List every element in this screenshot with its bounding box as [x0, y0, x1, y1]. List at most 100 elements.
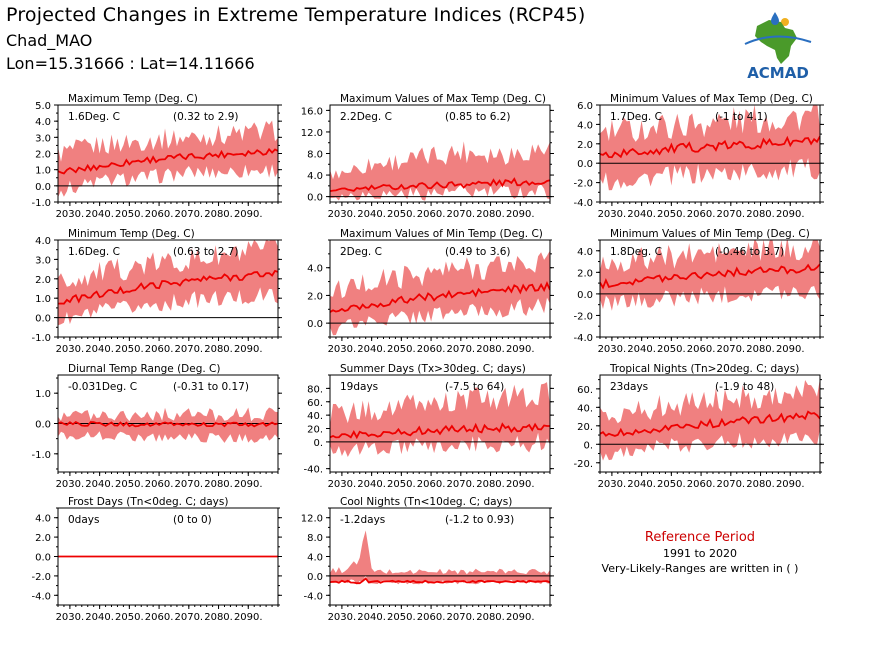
plot-frame	[599, 239, 821, 338]
x-tick-label: 2070.	[446, 209, 475, 220]
chart-panel-10: -4.0 0.0 4.0 8.0 12.0 2030. 2040. 2050. 2060. 207…	[301, 496, 554, 623]
x-tick-label: 2090.	[234, 209, 263, 220]
x-tick-label: 2040.	[357, 612, 386, 623]
x-tick-label: 2090.	[506, 209, 535, 220]
very-likely-range-label: (0.63 to 2.7)	[173, 246, 239, 258]
chart-panel-8: -20. 0. 20. 40. 60. 2030. 2040. 2050. 2060. 2070.…	[573, 363, 824, 490]
x-tick-label: 2040.	[85, 209, 114, 220]
y-tick-label: 1.0	[35, 166, 51, 177]
x-tick-label: 2030.	[56, 612, 85, 623]
x-tick-label: 2050.	[115, 479, 144, 490]
median-change-line	[330, 280, 550, 313]
x-tick-label: 2090.	[776, 344, 805, 355]
y-tick-label: 2.0	[307, 291, 323, 302]
acmad-logo: ACMAD	[744, 12, 812, 82]
x-tick-label: 2080.	[476, 612, 505, 623]
x-tick-label: 2050.	[657, 209, 686, 220]
very-likely-range-label: (-0.31 to 0.17)	[173, 381, 249, 393]
chart-title: Maximum Temp (Deg. C)	[68, 93, 198, 105]
plot-frame	[329, 239, 551, 338]
chart-title: Minimum Temp (Deg. C)	[68, 228, 195, 240]
y-tick-label: 60.	[307, 398, 323, 409]
y-tick-label: 2.0	[35, 533, 51, 544]
x-tick-label: 2050.	[115, 612, 144, 623]
x-tick-label: 2080.	[204, 344, 233, 355]
reference-period-years: 1991 to 2020	[662, 547, 738, 560]
very-likely-range-label: (-1.2 to 0.93)	[445, 514, 514, 526]
very-likely-range-band	[330, 141, 550, 201]
page-title: Projected Changes in Extreme Temperature…	[6, 4, 586, 26]
station-coordinates: Lon=15.31666 : Lat=14.11666	[6, 54, 255, 73]
x-tick-label: 2040.	[85, 479, 114, 490]
x-tick-label: 2070.	[174, 612, 203, 623]
x-tick-label: 2030.	[598, 344, 627, 355]
chart-panel-5: -4.0 -2.0 0.0 2.0 4.0 2030. 2040. 2050. 2060. 207…	[573, 228, 824, 355]
africa-map-logo-icon	[744, 12, 812, 64]
y-tick-label: -1.0	[31, 450, 51, 461]
x-tick-label: 2090.	[234, 479, 263, 490]
x-tick-label: 2060.	[687, 479, 716, 490]
x-tick-label: 2040.	[85, 612, 114, 623]
y-tick-label: -2.0	[573, 311, 593, 322]
chart-panel-9: -4.0 -2.0 0.0 2.0 4.0 2030. 2040. 2050. 2060. 207…	[31, 496, 282, 623]
y-tick-label: 6.0	[577, 101, 593, 112]
x-tick-label: 2070.	[174, 209, 203, 220]
y-tick-label: 0.	[583, 440, 593, 451]
x-tick-label: 2050.	[387, 344, 416, 355]
y-tick-label: -4.0	[573, 333, 593, 344]
x-tick-label: 2040.	[627, 479, 656, 490]
median-change-line	[330, 177, 550, 192]
x-tick-label: 2060.	[417, 209, 446, 220]
y-tick-label: 16.0	[301, 106, 323, 117]
median-change-line	[330, 577, 550, 585]
y-tick-label: 0.0	[307, 319, 323, 330]
x-tick-label: 2070.	[716, 479, 745, 490]
y-tick-label: -2.0	[31, 572, 51, 583]
x-tick-label: 2060.	[145, 612, 174, 623]
y-tick-label: 3.0	[35, 255, 51, 266]
chart-title: Minimum Values of Min Temp (Deg. C)	[610, 228, 810, 240]
y-tick-label: -40.	[303, 465, 323, 476]
y-tick-label: -1.0	[31, 333, 51, 344]
median-change-line	[58, 147, 278, 175]
x-tick-label: 2040.	[627, 209, 656, 220]
y-tick-label: 0.0	[35, 314, 51, 325]
chart-title: Tropical Nights (Tn>20deg. C; days)	[609, 363, 799, 375]
x-tick-label: 2060.	[145, 209, 174, 220]
x-tick-label: 2030.	[598, 479, 627, 490]
y-tick-label: 3.0	[35, 133, 51, 144]
chart-panel-0: -1.0 0.0 1.0 2.0 3.0 4.0 5.0 2030. 2040. 2050. 206…	[31, 93, 282, 220]
y-tick-label: -4.0	[303, 591, 323, 602]
y-tick-label: -1.0	[31, 198, 51, 209]
median-change-line	[58, 269, 278, 305]
x-tick-label: 2050.	[115, 209, 144, 220]
chart-title: Frost Days (Tn<0deg. C; days)	[68, 496, 228, 508]
x-tick-label: 2040.	[357, 479, 386, 490]
x-tick-label: 2040.	[357, 209, 386, 220]
x-tick-label: 2030.	[328, 479, 357, 490]
x-tick-label: 2060.	[145, 344, 174, 355]
x-tick-label: 2090.	[776, 209, 805, 220]
y-tick-label: 80.	[307, 384, 323, 395]
y-tick-label: 20.	[577, 422, 593, 433]
median-change-line	[600, 135, 820, 159]
x-tick-label: 2050.	[657, 344, 686, 355]
x-tick-label: 2090.	[776, 479, 805, 490]
change-value-label: 1.8Deg. C	[610, 246, 662, 258]
chart-title: Cool Nights (Tn<10deg. C; days)	[340, 496, 512, 508]
y-tick-label: 0.0	[35, 182, 51, 193]
y-tick-label: 40.	[307, 411, 323, 422]
y-tick-label: -4.0	[573, 198, 593, 209]
chart-title: Minimum Values of Max Temp (Deg. C)	[610, 93, 813, 105]
y-tick-label: 0.0	[577, 290, 593, 301]
x-tick-label: 2030.	[598, 209, 627, 220]
y-tick-label: 12.0	[301, 514, 323, 525]
very-likely-range-band	[330, 250, 550, 336]
x-tick-label: 2090.	[506, 479, 535, 490]
very-likely-ranges-note: Very-Likely-Ranges are written in ( )	[601, 562, 799, 575]
x-tick-label: 2030.	[328, 612, 357, 623]
change-value-label: 1.6Deg. C	[68, 246, 120, 258]
plot-frame	[329, 374, 551, 473]
very-likely-range-band	[330, 530, 550, 585]
